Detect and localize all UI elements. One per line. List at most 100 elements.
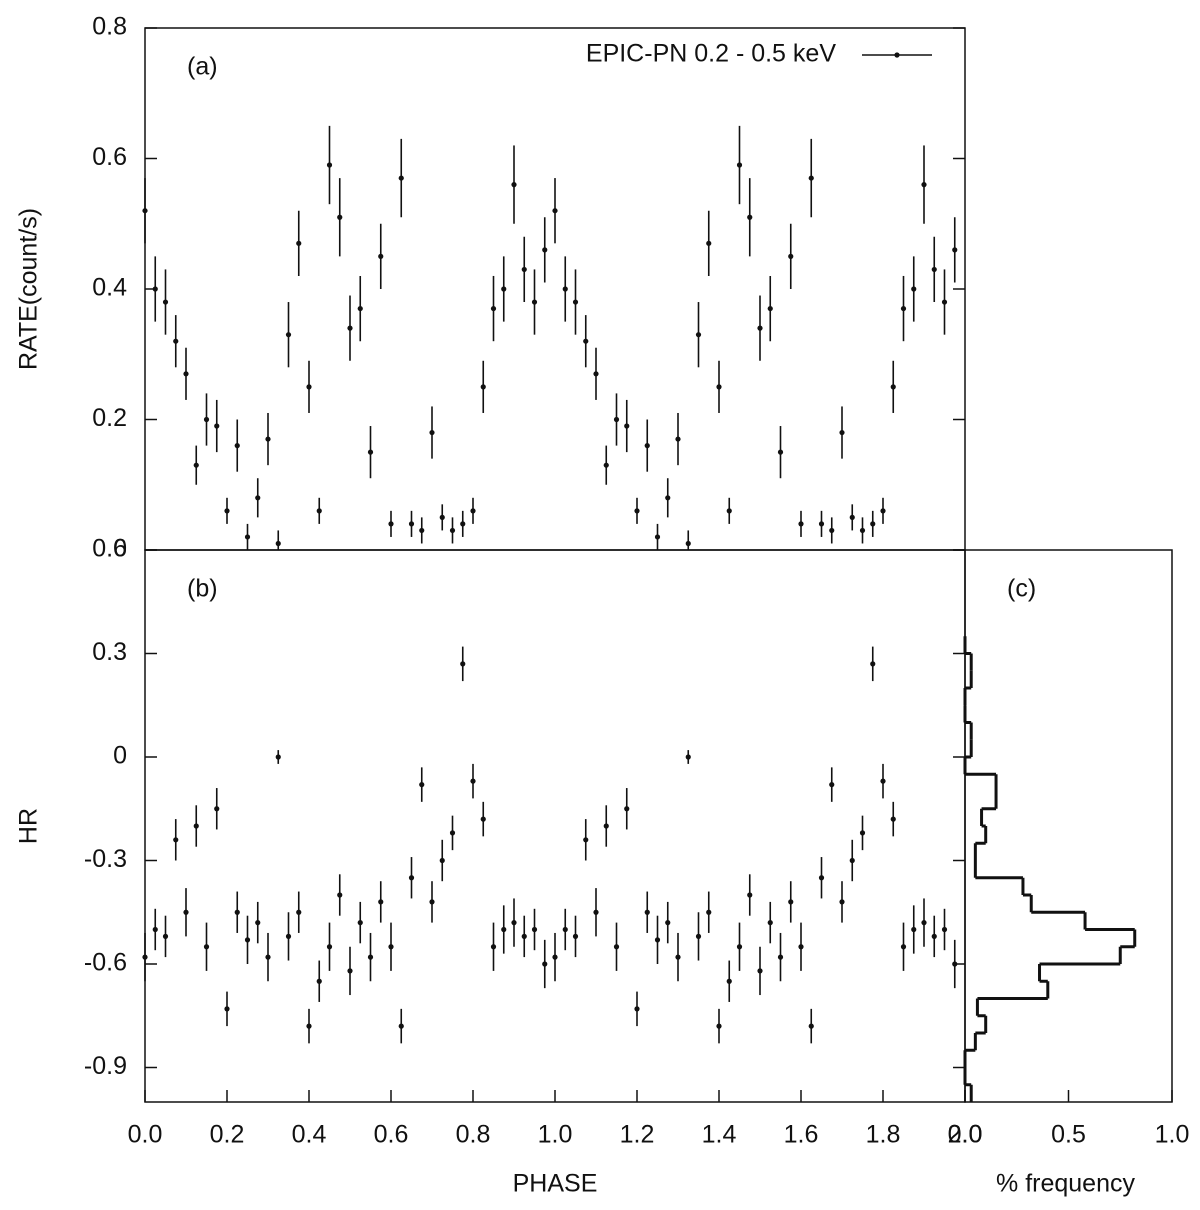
data-point <box>162 299 169 305</box>
data-point <box>706 909 712 915</box>
y-tick-label: -0.6 <box>84 949 127 977</box>
data-point <box>255 920 261 926</box>
data-point <box>552 208 558 214</box>
data-point <box>859 527 866 534</box>
data-point <box>193 823 199 829</box>
data-point <box>757 968 763 974</box>
data-point <box>306 384 312 390</box>
data-point <box>542 961 548 967</box>
data-point <box>501 926 507 933</box>
data-point <box>716 1023 722 1029</box>
data-point <box>265 436 271 442</box>
data-point <box>193 462 199 468</box>
data-point <box>378 899 384 905</box>
data-point <box>726 508 732 514</box>
data-point <box>808 175 814 181</box>
data-point <box>654 534 661 540</box>
data-point <box>777 954 784 960</box>
data-point <box>572 933 579 940</box>
data-point <box>265 954 271 960</box>
data-point <box>296 240 302 246</box>
data-point <box>429 899 435 905</box>
data-point <box>337 214 343 220</box>
data-point <box>367 954 374 960</box>
data-point <box>316 508 322 514</box>
data-point <box>316 978 322 984</box>
data-point <box>285 332 292 338</box>
data-point <box>583 837 589 843</box>
data-point <box>849 514 855 520</box>
x-tick-label: 1.0 <box>1155 1121 1190 1149</box>
data-point <box>162 933 169 940</box>
y-tick-label: 0 <box>113 742 127 770</box>
data-point <box>757 325 763 331</box>
data-point <box>388 944 394 950</box>
data-point <box>214 806 220 812</box>
data-point <box>285 933 292 940</box>
data-point <box>644 909 650 915</box>
data-point <box>634 1006 640 1012</box>
legend-label: EPIC-PN 0.2 - 0.5 keV <box>586 40 836 68</box>
y-tick-label: -0.9 <box>84 1052 127 1080</box>
data-point <box>490 944 497 950</box>
data-point <box>654 937 661 943</box>
panel-label: (a) <box>187 53 218 81</box>
data-point <box>337 892 343 898</box>
data-point <box>952 247 958 253</box>
y-tick-label: 0.6 <box>92 535 127 563</box>
data-point <box>378 253 384 259</box>
data-point <box>829 527 835 534</box>
data-point <box>521 933 527 940</box>
data-point <box>531 926 538 933</box>
y-tick-label: -0.3 <box>84 845 127 873</box>
data-point <box>747 214 753 220</box>
data-point <box>501 286 507 292</box>
data-point <box>480 816 486 822</box>
data-point <box>531 299 538 305</box>
data-point <box>747 892 753 898</box>
data-point <box>870 521 876 527</box>
data-point <box>142 208 148 214</box>
data-point <box>695 933 702 940</box>
data-point <box>562 286 568 292</box>
data-point <box>624 806 630 812</box>
data-point <box>203 416 210 423</box>
data-point <box>685 540 691 547</box>
data-point <box>583 338 589 344</box>
data-point <box>839 429 845 436</box>
data-point <box>644 443 650 449</box>
data-point <box>685 754 691 760</box>
y-tick-label: 0.8 <box>92 13 127 41</box>
data-point <box>931 933 937 940</box>
data-point <box>890 384 896 390</box>
y-tick-label: 0.2 <box>92 404 127 432</box>
data-point <box>695 332 702 338</box>
x-axis-label: % frequency <box>996 1170 1135 1198</box>
data-point <box>470 778 476 784</box>
data-point <box>736 944 743 950</box>
data-point <box>624 423 630 429</box>
data-point <box>470 508 476 514</box>
data-point <box>818 875 825 881</box>
data-point <box>562 926 568 933</box>
data-point <box>439 514 445 520</box>
data-point <box>798 944 804 950</box>
data-point <box>244 937 251 943</box>
y-tick-label: 0 <box>113 535 127 563</box>
x-tick-label: 0.0 <box>128 1121 163 1149</box>
x-tick-label: 0.8 <box>456 1121 491 1149</box>
x-tick-label: 2.0 <box>948 1121 983 1149</box>
data-point <box>900 305 907 312</box>
x-tick-label: 0.6 <box>374 1121 409 1149</box>
data-point <box>839 899 845 905</box>
data-point <box>521 266 527 273</box>
data-point <box>900 944 907 950</box>
data-point <box>419 782 425 788</box>
data-point <box>880 778 886 784</box>
legend-symbol-dot <box>894 52 900 58</box>
data-point <box>398 1023 404 1029</box>
plot-frame <box>144 549 966 1103</box>
data-point <box>511 920 517 926</box>
data-point <box>439 857 445 864</box>
